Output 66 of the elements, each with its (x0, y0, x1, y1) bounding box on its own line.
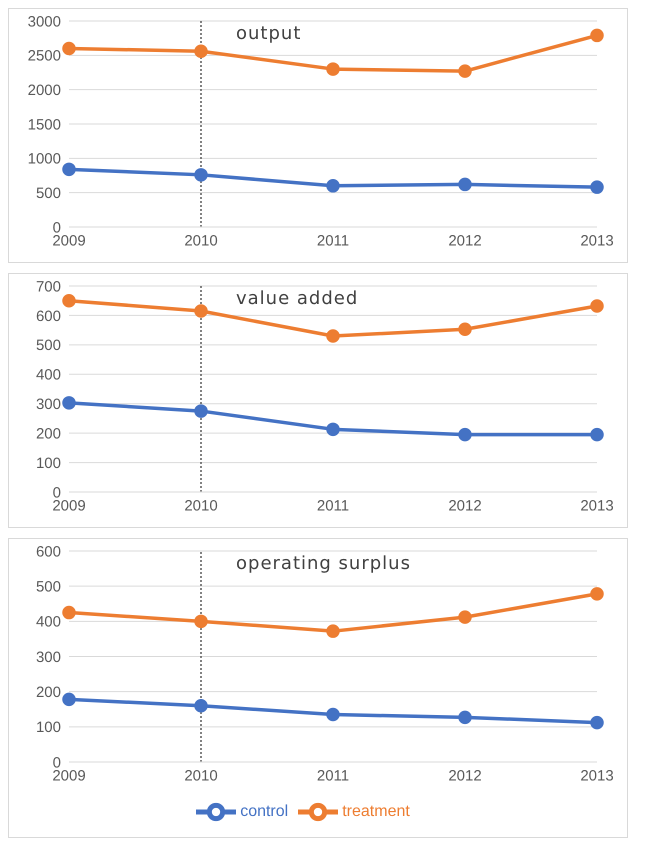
point (326, 179, 340, 193)
y-tick-label: 2500 (28, 48, 61, 65)
legend-label: control (240, 803, 288, 820)
chart-title: output (236, 23, 302, 44)
y-tick-label: 3000 (28, 13, 61, 30)
y-tick-label: 400 (36, 614, 61, 631)
y-tick-label: 500 (36, 337, 61, 354)
y-tick-label: 700 (36, 278, 61, 296)
y-tick-label: 500 (36, 184, 61, 202)
x-tick-label: 2013 (580, 498, 614, 515)
point (62, 606, 76, 620)
point (326, 624, 340, 638)
point (326, 62, 340, 76)
point (590, 28, 604, 42)
y-tick-label: 500 (36, 578, 61, 596)
point (194, 304, 208, 318)
x-tick-label: 2011 (316, 768, 350, 785)
point (194, 698, 208, 712)
x-tick-label: 2013 (580, 232, 614, 250)
x-tick-label: 2011 (316, 232, 350, 250)
point (326, 422, 340, 436)
y-tick-label: 200 (36, 684, 61, 701)
point (590, 299, 604, 313)
y-tick-label: 1000 (28, 150, 61, 168)
point (194, 168, 208, 182)
point (590, 428, 604, 442)
point (194, 614, 208, 628)
y-tick-label: 600 (36, 308, 61, 325)
y-tick-label: 1500 (28, 116, 61, 134)
x-tick-label: 2012 (448, 232, 482, 250)
y-tick-label: 200 (36, 425, 61, 442)
point (62, 162, 76, 176)
y-tick-label: 100 (36, 454, 61, 472)
point (194, 404, 208, 418)
x-tick-label: 2012 (448, 498, 482, 515)
point (458, 64, 472, 78)
x-tick-label: 2013 (580, 768, 614, 785)
point (458, 322, 472, 336)
point (590, 180, 604, 194)
point (62, 692, 76, 706)
y-tick-label: 300 (36, 648, 61, 666)
point (590, 587, 604, 601)
y-tick-label: 300 (36, 396, 61, 414)
point (590, 716, 604, 730)
point (62, 396, 76, 410)
y-tick-label: 600 (36, 543, 61, 560)
y-tick-label: 100 (36, 719, 61, 736)
x-tick-label: 2010 (184, 498, 218, 515)
x-tick-label: 2010 (184, 768, 218, 785)
point (62, 42, 76, 56)
x-tick-label: 2010 (184, 232, 218, 250)
point (194, 44, 208, 58)
y-tick-label: 2000 (28, 82, 61, 99)
x-tick-label: 2012 (448, 768, 482, 785)
y-tick-label: 400 (36, 366, 61, 384)
x-tick-label: 2011 (316, 498, 350, 515)
legend-label: treatment (342, 803, 410, 820)
point (458, 428, 472, 442)
point (458, 610, 472, 624)
point (62, 294, 76, 308)
chart-title: operating surplus (236, 553, 411, 574)
chart-title: value added (236, 288, 358, 309)
point (458, 710, 472, 724)
point (326, 708, 340, 722)
point (458, 178, 472, 192)
point (326, 329, 340, 343)
